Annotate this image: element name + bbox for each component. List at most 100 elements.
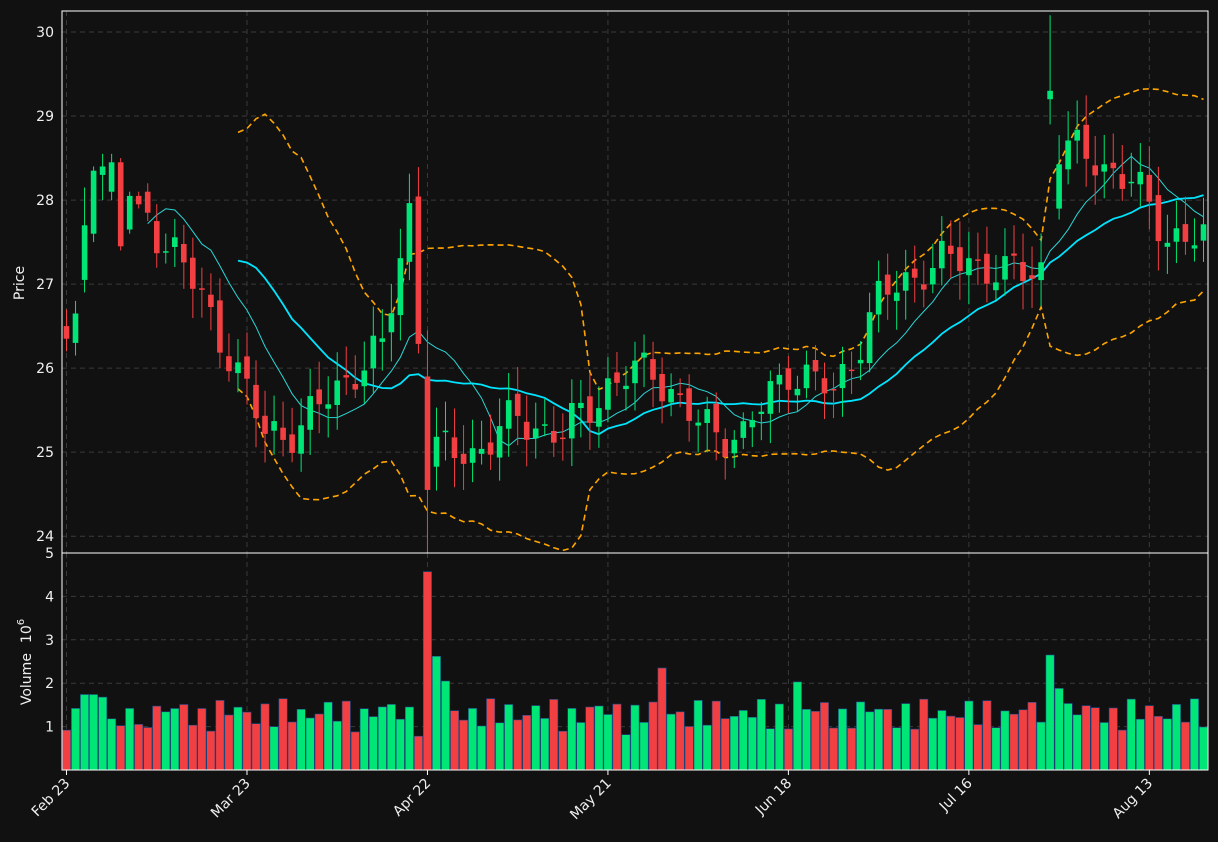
volume-bar (332, 720, 342, 771)
volume-bar (946, 715, 956, 771)
volume-bar (251, 723, 261, 771)
volume-bar (738, 710, 748, 771)
volume-bar (810, 710, 820, 771)
volume-bar (901, 703, 911, 771)
volume-plot-area (62, 571, 1208, 771)
volume-bar (928, 717, 938, 771)
candle-body (1047, 90, 1053, 100)
candle-body (244, 356, 250, 379)
candle-body (1038, 262, 1044, 281)
candle-body (740, 421, 747, 438)
candle-body (1182, 224, 1189, 242)
volume-bar (98, 696, 108, 771)
volume-bar (206, 730, 216, 771)
volume-bar (693, 700, 703, 771)
candle-body (758, 411, 765, 414)
candle-body (208, 294, 214, 307)
volume-bar (1045, 654, 1055, 771)
volume-bar (1199, 726, 1208, 771)
volume-bar (134, 724, 144, 771)
candle-body (505, 400, 512, 429)
candle-body (289, 434, 295, 453)
candle-body (135, 195, 142, 205)
candle-body (1191, 245, 1198, 249)
volume-bar (1126, 698, 1136, 771)
volume-bar (215, 700, 225, 771)
candle-body (1110, 162, 1117, 169)
price-tick-label: 27 (36, 277, 54, 293)
volume-bar (413, 735, 423, 771)
volume-bar (937, 710, 947, 771)
volume-bar (1117, 729, 1127, 771)
price-tick-label: 30 (36, 25, 54, 41)
price-axis-label: Price (12, 266, 28, 300)
volume-bar (1009, 713, 1019, 771)
candle-body (695, 422, 701, 426)
volume-bar (152, 705, 162, 771)
candle-body (1020, 262, 1026, 281)
candle-body (117, 162, 124, 247)
price-plot-area (63, 15, 1207, 553)
volume-bar (829, 727, 839, 771)
volume-bar (756, 698, 766, 771)
candle-body (63, 326, 70, 339)
volume-bar (269, 726, 279, 771)
candle-body (478, 448, 485, 454)
volume-axis-exponent-base: 10 (19, 625, 35, 643)
candle-body (957, 247, 963, 272)
candle-body (325, 404, 331, 409)
volume-bar (531, 705, 541, 771)
volume-bar (630, 704, 640, 771)
price-tick-label: 29 (36, 109, 54, 125)
candle-body (496, 426, 503, 458)
volume-bar (1063, 703, 1073, 771)
candle-body (370, 335, 377, 369)
candle-body (172, 237, 178, 247)
volume-tick-label: 4 (45, 589, 54, 605)
volume-bar (161, 711, 171, 771)
candle-body (442, 430, 449, 433)
candle-body (424, 376, 431, 490)
candle-body (587, 396, 593, 423)
volume-bar (170, 708, 180, 771)
candle-body (884, 274, 891, 295)
candle-body (632, 360, 638, 384)
volume-bar (819, 702, 829, 771)
ma-fast-line (147, 155, 1204, 447)
volume-panel-frame (61, 552, 1209, 771)
candle-body (90, 170, 97, 234)
volume-bar (350, 731, 360, 771)
volume-bar (964, 700, 974, 771)
volume-bar (233, 706, 243, 771)
volume-bar (368, 716, 378, 771)
candle-body (821, 378, 828, 394)
candle-body (614, 372, 620, 383)
volume-bar (197, 708, 207, 771)
price-grid (62, 11, 1208, 553)
volume-bar (856, 701, 866, 771)
volume-bar (495, 722, 505, 771)
candle-body (921, 284, 927, 290)
volume-bar (188, 724, 198, 771)
volume-bar (1108, 707, 1118, 771)
candle-body (993, 282, 999, 291)
candle-body (1056, 164, 1062, 209)
volume-bar (513, 719, 523, 771)
volume-bar (1190, 698, 1199, 771)
candle-body (433, 436, 440, 467)
volume-bar (648, 701, 658, 771)
candle-body (866, 312, 873, 364)
volume-bar (675, 711, 685, 771)
volume-bar (386, 704, 396, 771)
candle-body (731, 439, 738, 454)
volume-bar (603, 714, 613, 771)
candle-body (388, 313, 395, 333)
candle-body (785, 368, 792, 390)
volume-bar (422, 571, 432, 771)
candle-body (578, 402, 584, 408)
candle-body (875, 280, 882, 315)
candle-body (767, 381, 774, 414)
volume-bar (982, 700, 992, 771)
volume-bar (242, 711, 252, 771)
